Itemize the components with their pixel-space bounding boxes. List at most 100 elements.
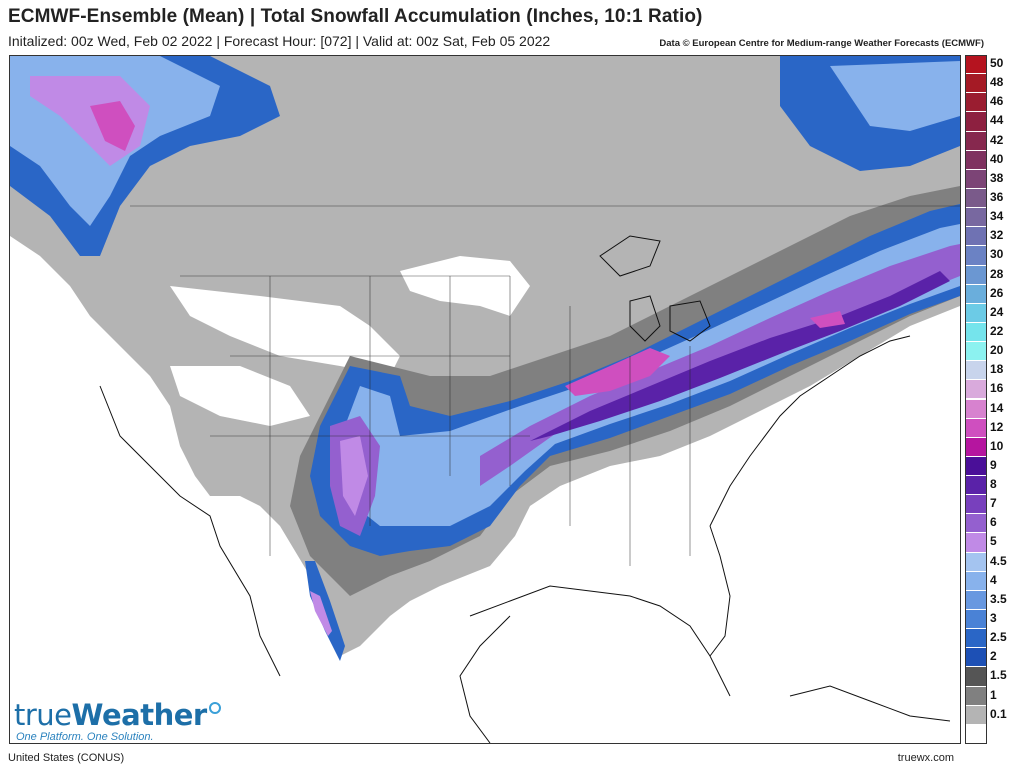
legend-swatch [965, 74, 987, 94]
legend-swatch [965, 284, 987, 304]
legend-swatch [965, 571, 987, 591]
legend-entry: 4 [965, 571, 1021, 591]
legend-label: 40 [990, 151, 1004, 166]
legend-entry: 3 [965, 610, 1021, 630]
legend-swatch [965, 590, 987, 610]
legend-entry: 22 [965, 322, 1021, 343]
legend-label: 0.1 [990, 706, 1007, 721]
legend-swatch [965, 514, 987, 534]
legend-entry: 32 [965, 227, 1021, 247]
legend-swatch [965, 724, 987, 744]
legend-entry: 16 [965, 380, 1021, 400]
legend-label: 22 [990, 323, 1004, 338]
logo-text-true: true [14, 698, 72, 732]
legend-entry: 44 [965, 112, 1021, 132]
legend-swatch [965, 629, 987, 649]
legend-entry: 0.1 [965, 705, 1021, 725]
legend-entry: 20 [965, 342, 1021, 362]
legend-entry: 12 [965, 418, 1021, 438]
no-snow-gap [170, 286, 400, 376]
legend-swatch [965, 686, 987, 706]
legend-swatch [965, 342, 987, 362]
legend-entry: 36 [965, 188, 1021, 209]
logo-text-weather: Weather [71, 698, 208, 732]
legend-swatch [965, 131, 987, 151]
legend-swatch [965, 533, 987, 553]
map-canvas [10, 56, 960, 743]
legend-swatch [965, 476, 987, 496]
legend-label: 34 [990, 209, 1004, 224]
legend-swatch [965, 667, 987, 687]
legend-swatch [965, 208, 987, 228]
legend-swatch [965, 361, 987, 381]
legend-label: 3 [990, 611, 997, 626]
legend-entry: 2 [965, 648, 1021, 668]
snow-rockies-max [340, 436, 368, 516]
legend-label: 4 [990, 572, 997, 587]
legend-label: 12 [990, 419, 1004, 434]
legend-label: 18 [990, 362, 1004, 377]
legend-swatch [965, 380, 987, 400]
legend-label: 2.5 [990, 630, 1007, 645]
legend-swatch [965, 246, 987, 266]
legend-entry: 14 [965, 399, 1021, 419]
legend-swatch [965, 188, 987, 209]
site-url[interactable]: truewx.com [897, 752, 954, 764]
legend-entry: 48 [965, 74, 1021, 94]
legend-entry: 26 [965, 284, 1021, 304]
legend-entry: 46 [965, 93, 1021, 113]
legend-entry: 8 [965, 476, 1021, 496]
legend-entry: 4.5 [965, 552, 1021, 572]
legend-entry: 38 [965, 169, 1021, 189]
trueweather-logo: trueWeather [14, 698, 221, 732]
legend-label: 9 [990, 457, 997, 472]
legend: 50 48 46 44 42 40 38 36 34 32 30 28 26 24 22 20 18 16 14 12… [965, 55, 1021, 744]
data-credit: Data © European Centre for Medium-range … [659, 38, 984, 49]
legend-label: 6 [990, 515, 997, 530]
legend-label: 30 [990, 247, 1004, 262]
snow-band-deep-purple [530, 271, 950, 441]
legend-label: 8 [990, 477, 997, 492]
legend-swatch [965, 552, 987, 572]
forecast-info: Initalized: 00z Wed, Feb 02 2022 | Forec… [8, 33, 551, 49]
legend-label: 16 [990, 381, 1004, 396]
legend-entry: 9 [965, 456, 1021, 477]
snow-max-magenta [565, 348, 670, 396]
legend-label: 14 [990, 400, 1004, 415]
legend-swatch [965, 169, 987, 189]
snow-ne-canada-light [830, 61, 960, 131]
legend-label: 44 [990, 113, 1004, 128]
legend-entry: 40 [965, 150, 1021, 170]
legend-swatch [965, 610, 987, 630]
legend-swatch [965, 303, 987, 323]
legend-swatch [965, 150, 987, 170]
legend-label: 42 [990, 132, 1004, 147]
legend-label: 46 [990, 94, 1004, 109]
legend-label: 26 [990, 285, 1004, 300]
legend-entry: 5 [965, 533, 1021, 553]
legend-label: 32 [990, 228, 1004, 243]
legend-swatch [965, 456, 987, 477]
legend-entry: 1.5 [965, 667, 1021, 687]
legend-swatch [965, 265, 987, 285]
snow-pacific-nw-max [90, 101, 135, 151]
legend-entry: 6 [965, 514, 1021, 534]
snow-max-magenta [810, 311, 845, 328]
no-snow-gap [170, 366, 310, 426]
legend-label: 1.5 [990, 668, 1007, 683]
legend-label: 1 [990, 687, 997, 702]
legend-swatch [965, 705, 987, 725]
legend-entry: 34 [965, 208, 1021, 228]
coastline-outlines [99, 235, 951, 743]
legend-label: 38 [990, 170, 1004, 185]
legend-label: 10 [990, 438, 1004, 453]
legend-swatch [965, 437, 987, 457]
legend-swatch [965, 418, 987, 438]
legend-label: 4.5 [990, 553, 1007, 568]
no-snow-gap [400, 256, 530, 316]
legend-swatch [965, 227, 987, 247]
snowfall-map[interactable] [9, 55, 961, 744]
legend-label: 36 [990, 189, 1004, 204]
legend-swatch [965, 112, 987, 132]
legend-label: 48 [990, 75, 1004, 90]
